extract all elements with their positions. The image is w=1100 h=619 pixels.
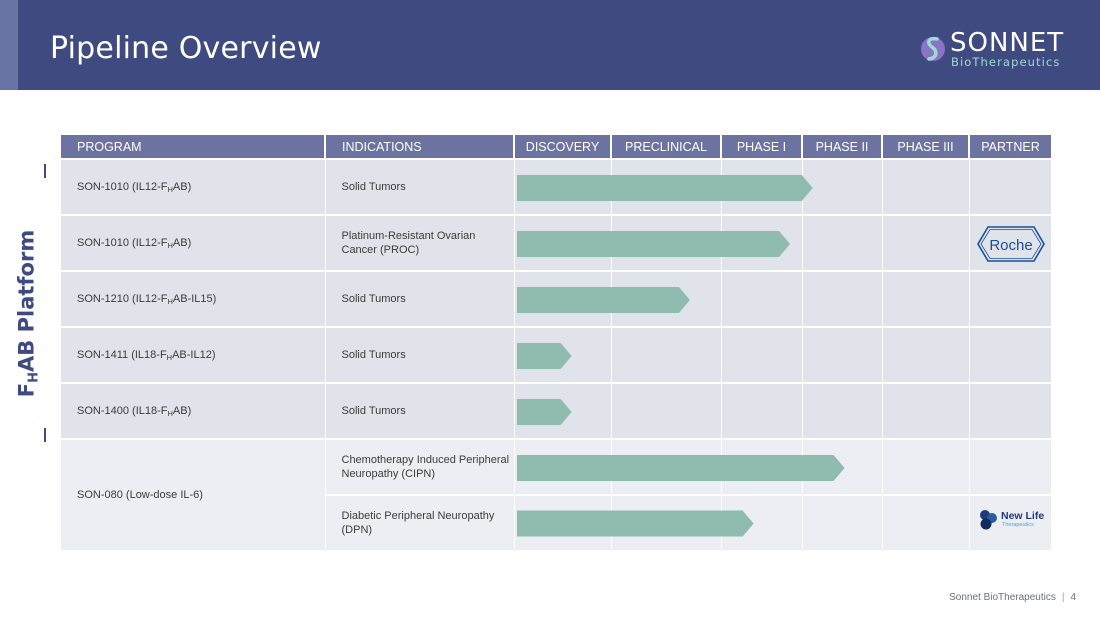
indication-cell: Diabetic Peripheral Neuropathy (DPN) [325, 494, 515, 550]
bracket-bottom [44, 428, 46, 442]
new-life-logo-icon [980, 510, 997, 530]
indication-cell: Chemotherapy Induced Peripheral Neuropat… [325, 438, 515, 495]
col-phase-3: PHASE III [882, 135, 970, 159]
indication-cell: Solid Tumors [325, 326, 515, 383]
pipeline-table: PROGRAM INDICATIONS DISCOVERY PRECLINICA… [61, 135, 1051, 550]
indication-cell: Platinum-Resistant Ovarian Cancer (PROC) [325, 214, 515, 271]
roche-logo-text: Roche [989, 237, 1032, 254]
col-partner: PARTNER [969, 135, 1051, 159]
table-row: SON-1010 (IL12-FHAB) Solid Tumors [61, 158, 1051, 215]
col-phase-1: PHASE I [721, 135, 803, 159]
indication-cell: Solid Tumors [325, 382, 515, 439]
header-accent [0, 0, 18, 90]
program-cell: SON-1411 (IL18-FHAB-IL12) [61, 326, 326, 383]
col-phase-2: PHASE II [802, 135, 883, 159]
table-header-row: PROGRAM INDICATIONS DISCOVERY PRECLINICA… [61, 135, 1051, 159]
footer: Sonnet BioTherapeutics | 4 [949, 592, 1076, 603]
logo-subtitle: BioTherapeutics [951, 55, 1061, 69]
table-row: SON-1411 (IL18-FHAB-IL12) Solid Tumors [61, 326, 1051, 383]
roche-logo: Roche [977, 226, 1045, 262]
program-cell: SON-080 (Low-dose IL-6) [61, 438, 326, 550]
table-row: SON-1010 (IL12-FHAB) Platinum-Resistant … [61, 214, 1051, 271]
table-row: SON-1210 (IL12-FHAB-IL15) Solid Tumors [61, 270, 1051, 327]
program-cell: SON-1010 (IL12-FHAB) [61, 158, 326, 215]
indication-cell: Solid Tumors [325, 158, 515, 215]
bracket-top [44, 164, 46, 178]
logo-name: SONNET [950, 28, 1065, 58]
col-discovery: DISCOVERY [514, 135, 612, 159]
indication-cell: Solid Tumors [325, 270, 515, 327]
new-life-name: New Life [1001, 510, 1045, 522]
footer-separator: | [1061, 592, 1065, 603]
header-bar: Pipeline Overview SONNET BioTherapeutics [0, 0, 1100, 90]
new-life-sub: Therapeutics [1002, 522, 1034, 528]
platform-bracket: FHAB Platform [12, 160, 52, 442]
new-life-logo: New Life Therapeutics [977, 508, 1047, 532]
page-title: Pipeline Overview [50, 31, 322, 66]
program-cell: SON-1400 (IL18-FHAB) [61, 382, 326, 439]
table-row: SON-1400 (IL18-FHAB) Solid Tumors [61, 382, 1051, 439]
platform-label: FHAB Platform [14, 229, 42, 398]
sonnet-logo: SONNET BioTherapeutics [920, 28, 1080, 72]
table-row: SON-080 (Low-dose IL-6) Chemotherapy Ind… [61, 438, 1051, 550]
col-program: PROGRAM [61, 135, 326, 159]
col-preclinical: PRECLINICAL [611, 135, 722, 159]
footer-company: Sonnet BioTherapeutics [949, 592, 1056, 603]
col-indications: INDICATIONS [325, 135, 515, 159]
page-number: 4 [1070, 592, 1076, 603]
sonnet-logo-icon [921, 36, 945, 61]
program-cell: SON-1010 (IL12-FHAB) [61, 214, 326, 271]
program-cell: SON-1210 (IL12-FHAB-IL15) [61, 270, 326, 327]
